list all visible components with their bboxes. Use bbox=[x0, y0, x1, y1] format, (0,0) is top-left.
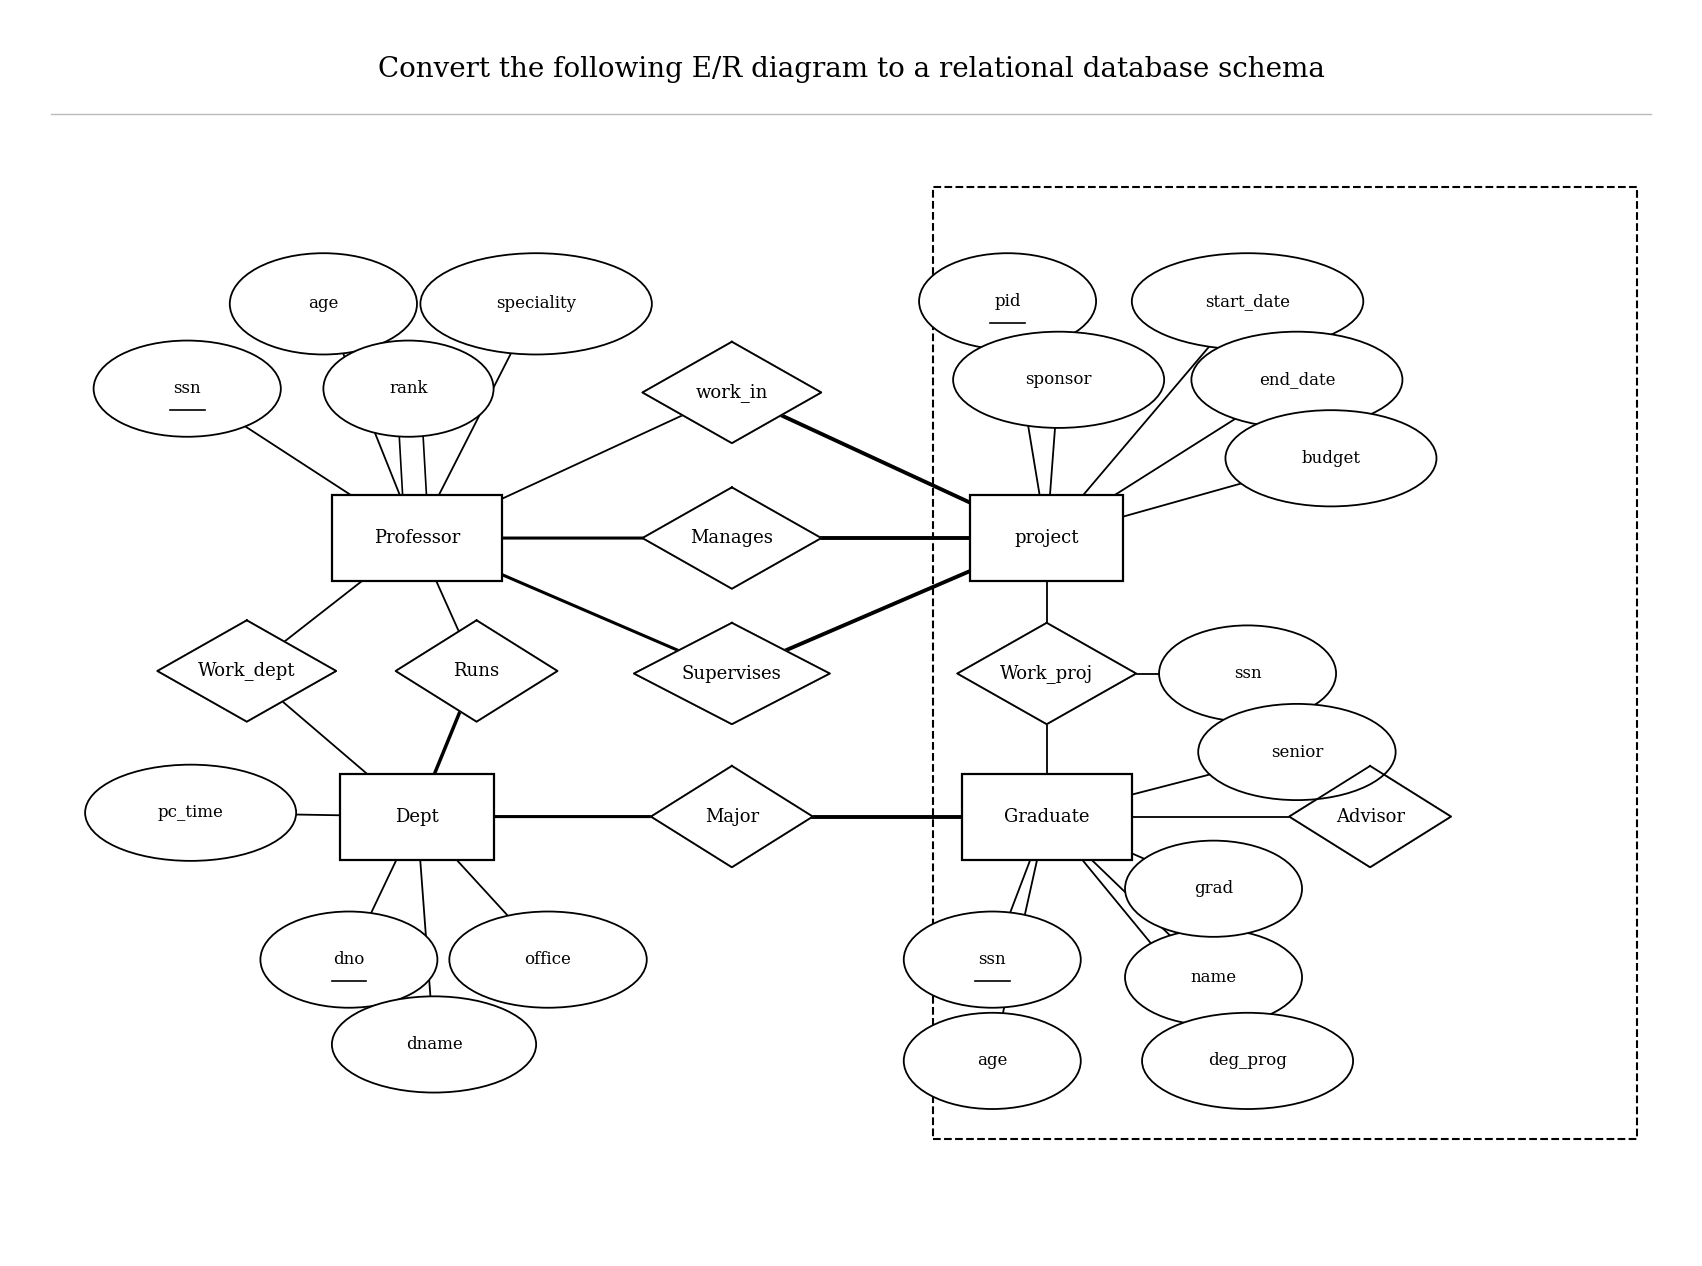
Text: ssn: ssn bbox=[174, 380, 201, 398]
Text: pc_time: pc_time bbox=[158, 804, 223, 822]
Ellipse shape bbox=[94, 341, 281, 437]
Text: Work_dept: Work_dept bbox=[197, 662, 296, 680]
Text: speciality: speciality bbox=[495, 295, 577, 313]
Polygon shape bbox=[643, 487, 820, 589]
Ellipse shape bbox=[904, 912, 1081, 1008]
FancyBboxPatch shape bbox=[340, 774, 494, 860]
Text: Professor: Professor bbox=[374, 529, 460, 547]
Ellipse shape bbox=[1125, 929, 1302, 1025]
Polygon shape bbox=[650, 766, 812, 867]
Text: Supervises: Supervises bbox=[683, 665, 781, 682]
Ellipse shape bbox=[1159, 625, 1336, 722]
Text: Work_proj: Work_proj bbox=[1001, 665, 1093, 682]
Text: start_date: start_date bbox=[1205, 292, 1290, 310]
Text: project: project bbox=[1014, 529, 1079, 547]
Ellipse shape bbox=[919, 253, 1096, 349]
Text: name: name bbox=[1190, 968, 1237, 986]
Text: dno: dno bbox=[334, 951, 364, 968]
Ellipse shape bbox=[85, 765, 296, 861]
Ellipse shape bbox=[323, 341, 494, 437]
Text: senior: senior bbox=[1271, 743, 1322, 761]
Ellipse shape bbox=[1191, 332, 1402, 428]
Text: ssn: ssn bbox=[979, 951, 1006, 968]
Ellipse shape bbox=[332, 996, 536, 1093]
Text: rank: rank bbox=[390, 380, 427, 398]
Text: Runs: Runs bbox=[453, 662, 500, 680]
Text: Graduate: Graduate bbox=[1004, 808, 1089, 825]
FancyBboxPatch shape bbox=[962, 774, 1132, 860]
FancyBboxPatch shape bbox=[332, 495, 502, 581]
Text: office: office bbox=[524, 951, 572, 968]
Ellipse shape bbox=[1225, 410, 1436, 506]
Text: budget: budget bbox=[1302, 449, 1360, 467]
Text: deg_prog: deg_prog bbox=[1208, 1052, 1287, 1070]
Text: Convert the following E/R diagram to a relational database schema: Convert the following E/R diagram to a r… bbox=[378, 56, 1324, 84]
Text: Major: Major bbox=[705, 808, 759, 825]
Ellipse shape bbox=[1125, 841, 1302, 937]
FancyBboxPatch shape bbox=[970, 495, 1123, 581]
Ellipse shape bbox=[1198, 704, 1396, 800]
Text: age: age bbox=[977, 1052, 1008, 1070]
Ellipse shape bbox=[953, 332, 1164, 428]
Text: age: age bbox=[308, 295, 339, 313]
Ellipse shape bbox=[904, 1013, 1081, 1109]
Ellipse shape bbox=[230, 253, 417, 354]
Ellipse shape bbox=[260, 912, 437, 1008]
Text: Dept: Dept bbox=[395, 808, 439, 825]
Polygon shape bbox=[643, 342, 820, 443]
Ellipse shape bbox=[1132, 253, 1363, 349]
Text: Manages: Manages bbox=[691, 529, 773, 547]
Text: work_in: work_in bbox=[696, 384, 768, 401]
Text: ssn: ssn bbox=[1234, 665, 1261, 682]
Ellipse shape bbox=[420, 253, 652, 354]
Text: Advisor: Advisor bbox=[1336, 808, 1404, 825]
Polygon shape bbox=[957, 623, 1137, 724]
Polygon shape bbox=[157, 620, 335, 722]
Text: pid: pid bbox=[994, 292, 1021, 310]
Text: end_date: end_date bbox=[1259, 371, 1334, 389]
Ellipse shape bbox=[1142, 1013, 1353, 1109]
Text: sponsor: sponsor bbox=[1025, 371, 1093, 389]
Polygon shape bbox=[1290, 766, 1450, 867]
Text: dname: dname bbox=[405, 1036, 463, 1053]
Text: grad: grad bbox=[1195, 880, 1232, 898]
Polygon shape bbox=[397, 620, 557, 722]
Polygon shape bbox=[633, 623, 831, 724]
Ellipse shape bbox=[449, 912, 647, 1008]
